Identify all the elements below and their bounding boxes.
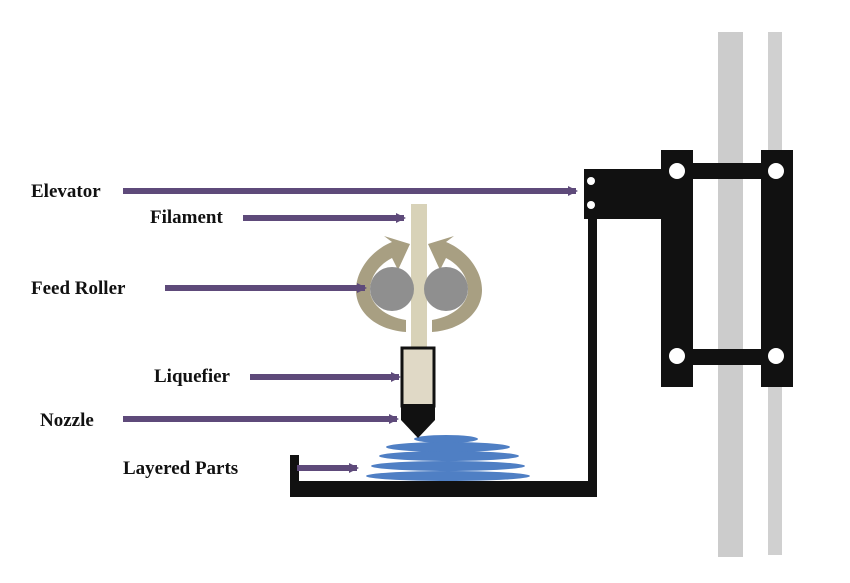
- nozzle-tip: [401, 404, 435, 438]
- label-liquefier: Liquefier: [154, 366, 230, 387]
- filament-strand: [411, 204, 427, 349]
- label-layered-parts: Layered Parts: [123, 458, 239, 479]
- layered-part: [366, 435, 530, 481]
- elevator-carriage: [661, 150, 793, 387]
- label-filament: Filament: [150, 207, 223, 228]
- elevator-bracket: [584, 169, 662, 497]
- label-nozzle: Nozzle: [40, 410, 94, 431]
- label-elevator: Elevator: [31, 181, 101, 202]
- liquefier-body: [400, 346, 436, 408]
- label-feed-roller: Feed Roller: [31, 278, 126, 299]
- feed-rollers: [370, 267, 468, 311]
- guide-rail-left: [718, 32, 743, 557]
- label-arrows: [123, 186, 578, 473]
- build-platform: [290, 455, 597, 497]
- rotation-arrows: [356, 236, 482, 332]
